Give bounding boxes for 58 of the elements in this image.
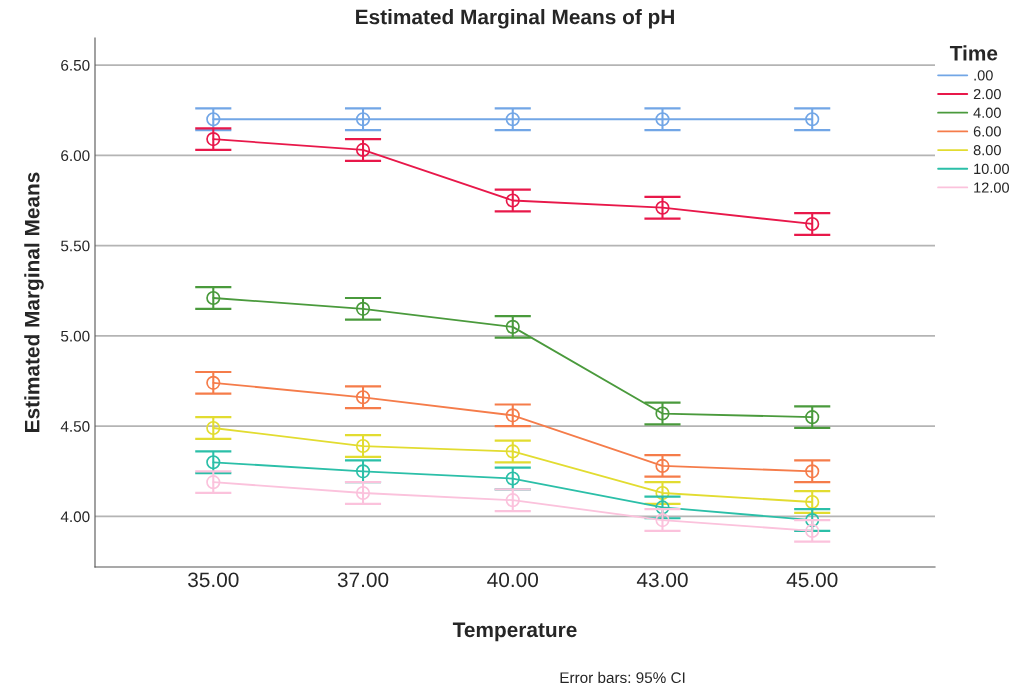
x-tick-label: 35.00 [188,572,239,588]
point [505,112,520,127]
point [505,444,520,459]
point [805,464,820,479]
point [805,410,820,425]
y-tick-label: 6.50 [61,59,90,71]
x-axis-title: Temperature [452,622,577,642]
point [206,375,221,390]
x-tick-label: 37.00 [337,572,389,588]
point [355,464,371,479]
x-tick-label: 40.00 [487,572,539,588]
legend-label: 6.00 [973,126,1001,137]
point [206,455,221,470]
point [805,112,820,127]
y-tick-label: 4.50 [60,421,90,432]
point [355,485,371,501]
point [655,112,670,127]
point [655,512,670,528]
x-tick-label: 45.00 [786,572,838,588]
point [805,494,820,510]
point [355,142,371,158]
legend-label: 8.00 [973,145,1001,156]
legend-label: 10.00 [974,163,1010,175]
point [206,290,221,306]
point [206,420,221,436]
point [505,319,520,334]
point [655,458,670,473]
text: Error bars: 95% CI [560,671,685,684]
point [655,406,670,421]
point [355,438,371,454]
point [206,112,221,127]
chart-title: Estimated Marginal Means of pH [356,9,674,29]
y-tick-label: 5.50 [61,240,90,252]
legend-label: 12.00 [974,182,1010,193]
point [655,500,670,515]
y-tick-label: 4.00 [60,511,90,523]
point [805,523,820,538]
point [505,493,520,508]
point [805,216,820,232]
x-tick-label: 43.00 [636,572,688,588]
point [355,301,371,316]
point [206,132,221,147]
point [355,112,371,127]
point [655,200,670,215]
legend-label: .00 [974,70,993,81]
point [805,512,820,528]
point [505,471,520,486]
point [505,408,520,423]
y-tick-label: 5.00 [61,330,90,342]
legend-label: 2.00 [973,88,1001,100]
point [505,193,520,208]
y-axis-title: Estimated Marginal Means [24,172,44,432]
point [206,475,221,490]
point [355,390,371,405]
point [655,485,670,501]
legend-label: 4.00 [973,107,1001,118]
legend-title: Time [949,45,998,61]
y-tick-label: 6.00 [61,150,90,162]
